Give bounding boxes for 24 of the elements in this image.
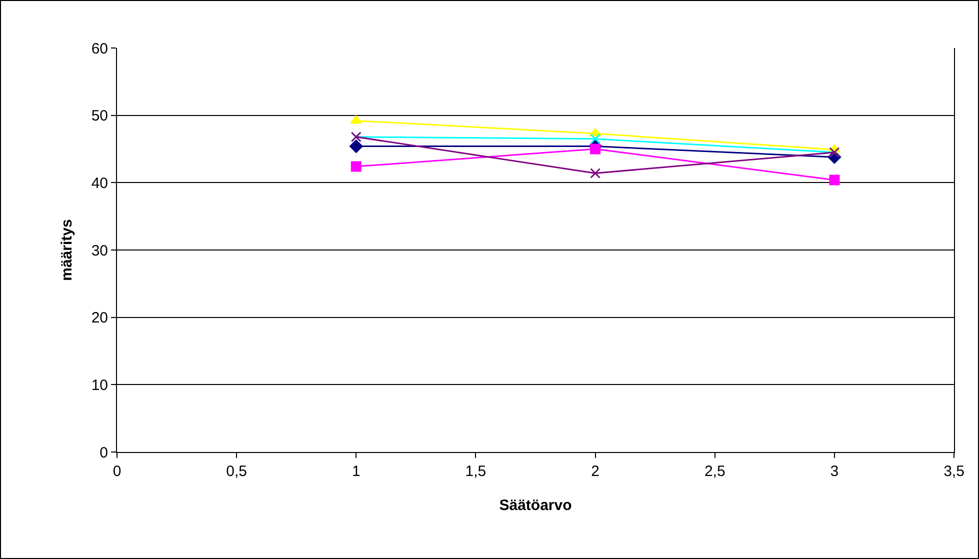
x-tick-label: 2,5 <box>704 463 726 480</box>
x-tick-label: 1,5 <box>465 463 486 480</box>
point <box>350 140 363 153</box>
x-tick-label: 3 <box>830 463 839 480</box>
y-axis-title: määritys <box>58 219 76 281</box>
x-tick-label: 2 <box>591 463 600 480</box>
y-tick-label: 10 <box>91 376 108 394</box>
y-tick-label: 60 <box>91 40 108 58</box>
x-tick-label: 1 <box>352 463 360 480</box>
x-tick-label: 0,5 <box>226 463 247 480</box>
y-tick-label: 0 <box>100 444 108 462</box>
x-tick-label: 0 <box>112 463 122 480</box>
x-tick-label: 3,5 <box>944 463 964 480</box>
y-tick-label: 40 <box>91 174 108 192</box>
x-axis-title: Säätöarvo <box>499 497 572 514</box>
point <box>350 115 362 124</box>
point <box>590 168 601 178</box>
point <box>350 161 362 172</box>
y-tick-label: 20 <box>91 310 108 327</box>
y-tick-label: 30 <box>91 242 108 260</box>
y-tick-label: 50 <box>91 108 108 125</box>
point <box>829 174 840 186</box>
point <box>590 134 601 144</box>
point <box>590 144 601 154</box>
